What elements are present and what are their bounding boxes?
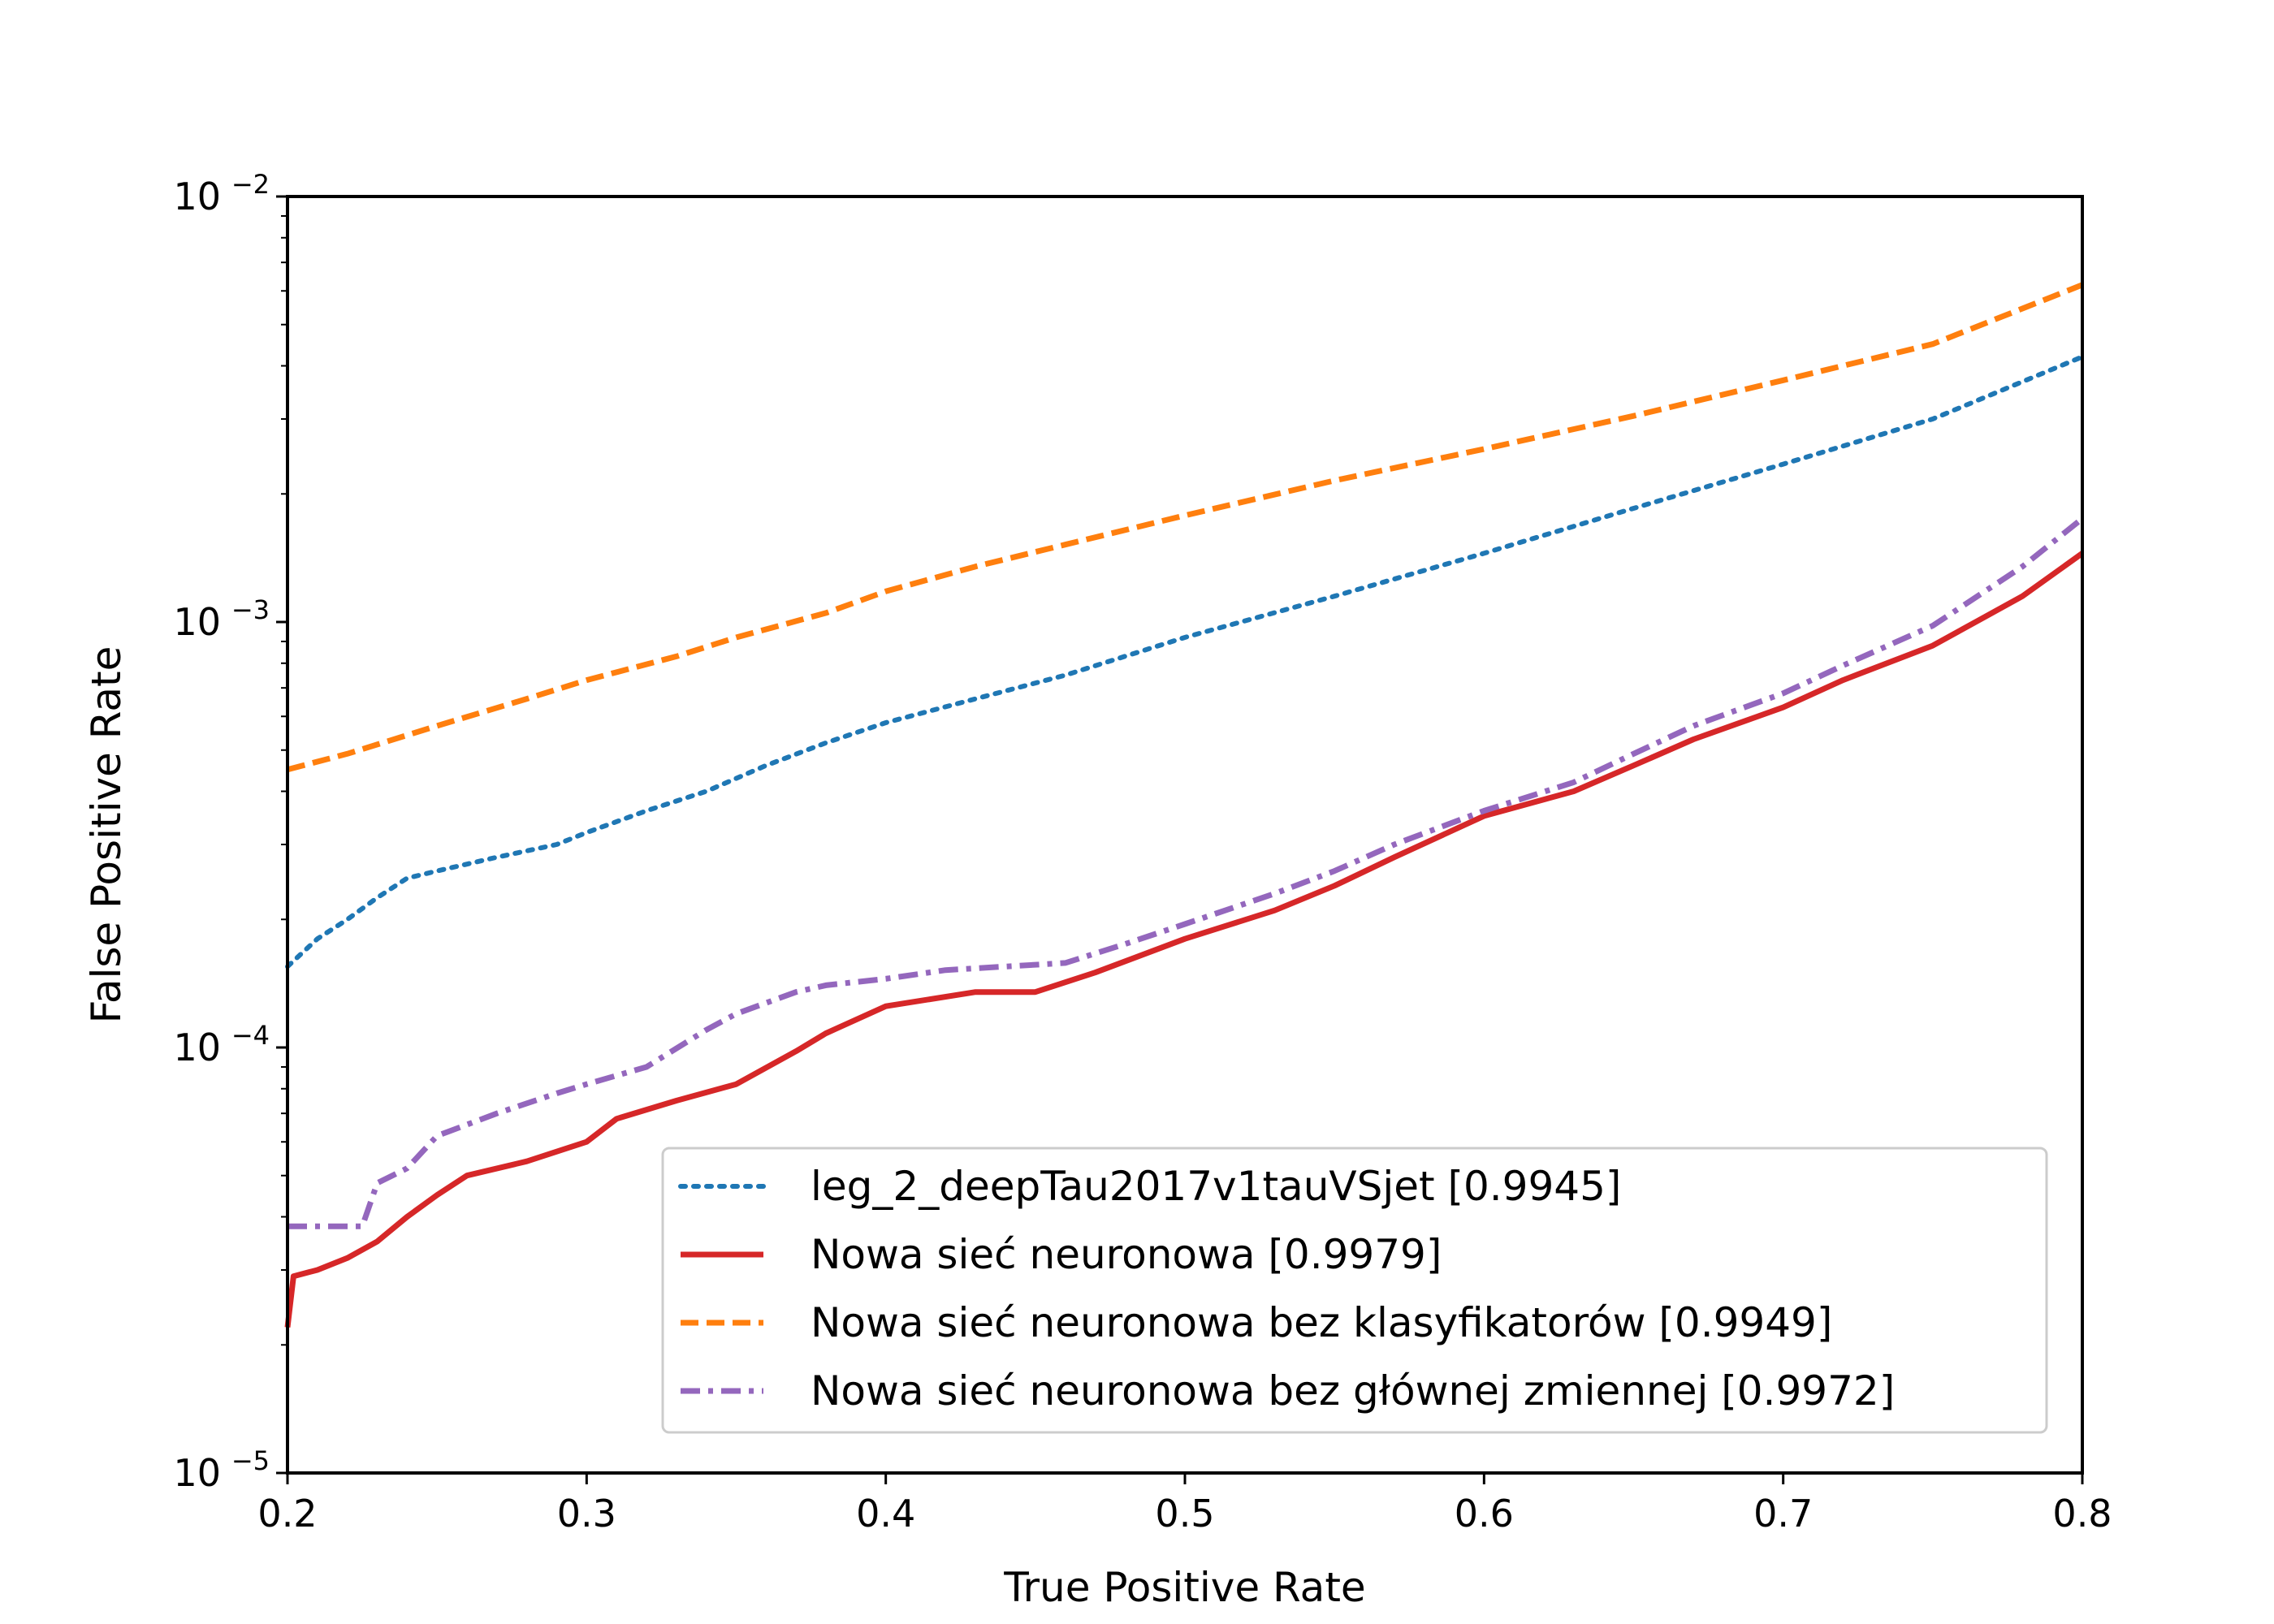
y-axis-label: False Positive Rate bbox=[83, 646, 130, 1024]
series-line-3 bbox=[287, 282, 2084, 773]
legend-label-1: leg_2_deepTau2017v1tauVSjet [0.9945] bbox=[811, 1163, 1621, 1210]
x-tick-label: 0.3 bbox=[557, 1492, 616, 1535]
x-axis-ticks: 0.2 0.3 0.4 0.5 0.6 0.7 0.8 bbox=[257, 1473, 2112, 1535]
x-tick-label: 0.8 bbox=[2052, 1492, 2112, 1535]
x-axis-label: True Positive Rate bbox=[1003, 1564, 1365, 1611]
y-tick-exponent: −2 bbox=[231, 169, 270, 200]
series-line-1 bbox=[285, 354, 2085, 970]
y-tick-label: 10 bbox=[173, 1451, 221, 1495]
x-tick-label: 0.5 bbox=[1155, 1492, 1214, 1535]
y-tick-label: 10 bbox=[173, 600, 221, 644]
legend: leg_2_deepTau2017v1tauVSjet [0.9945] Nowa… bbox=[661, 1147, 2048, 1434]
x-tick-label: 0.4 bbox=[856, 1492, 915, 1535]
legend-label-3: Nowa sieć neuronowa bez klasyfikatorów [… bbox=[811, 1299, 1832, 1346]
legend-label-4: Nowa sieć neuronowa bez głównej zmiennej… bbox=[811, 1367, 1895, 1415]
y-tick-label: 10 bbox=[173, 1026, 221, 1069]
legend-label-2: Nowa sieć neuronowa [0.9979] bbox=[811, 1231, 1442, 1278]
y-axis-ticks: 10 −5 10 −4 10 −3 10 −2 bbox=[173, 169, 287, 1495]
x-tick-label: 0.6 bbox=[1455, 1492, 1514, 1535]
x-tick-label: 0.7 bbox=[1753, 1492, 1813, 1535]
y-tick-exponent: −4 bbox=[231, 1020, 270, 1051]
y-tick-exponent: −5 bbox=[231, 1445, 270, 1476]
plot-area bbox=[284, 282, 2085, 1328]
x-tick-label: 0.2 bbox=[257, 1492, 317, 1535]
series-line-2 bbox=[284, 551, 2085, 1328]
legend-box bbox=[661, 1147, 2048, 1434]
series-line-4 bbox=[287, 516, 2085, 1229]
y-tick-label: 10 bbox=[173, 175, 221, 218]
y-tick-exponent: −3 bbox=[231, 594, 270, 625]
